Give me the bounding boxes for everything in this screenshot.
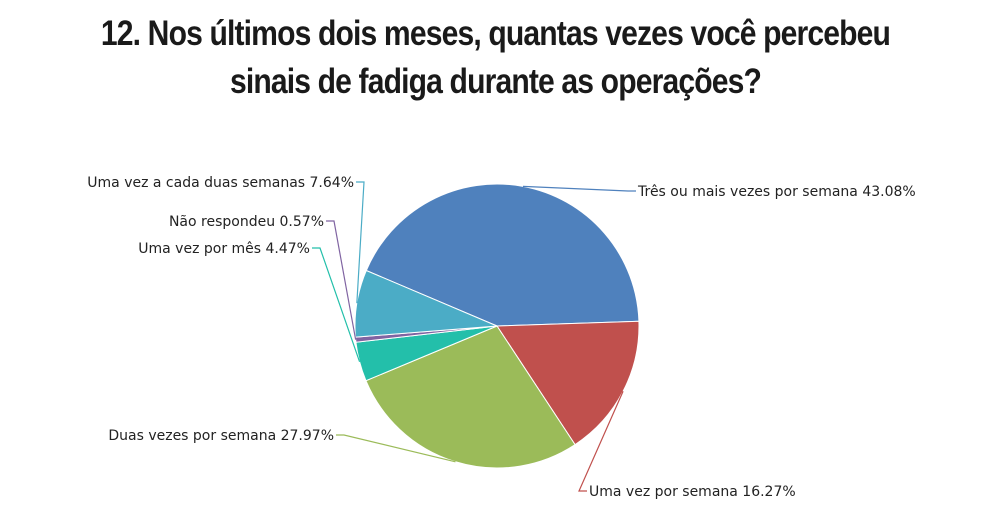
leader-line [522, 185, 636, 192]
slice-label: Uma vez por mês 4.47% [138, 241, 310, 257]
chart-title: 12. Nos últimos dois meses, quantas veze… [69, 10, 921, 106]
chart-title-line-2: sinais de fadiga durante as operações? [229, 62, 762, 101]
chart-title-line-1: 12. Nos últimos dois meses, quantas veze… [100, 14, 891, 53]
slice-label: Não respondeu 0.57% [169, 214, 324, 230]
slice-label: Duas vezes por semana 27.97% [108, 428, 334, 444]
leader-line [356, 181, 365, 304]
slice-label: Uma vez a cada duas semanas 7.64% [87, 175, 354, 191]
leader-line [336, 434, 456, 463]
leader-line [326, 220, 357, 340]
slice-label: Três ou mais vezes por semana 43.08% [637, 184, 916, 200]
pie-slice [365, 183, 640, 327]
leader-line [312, 247, 361, 362]
leader-line [578, 391, 624, 492]
slice-label: Uma vez por semana 16.27% [589, 484, 796, 500]
pie-slice [496, 320, 640, 446]
